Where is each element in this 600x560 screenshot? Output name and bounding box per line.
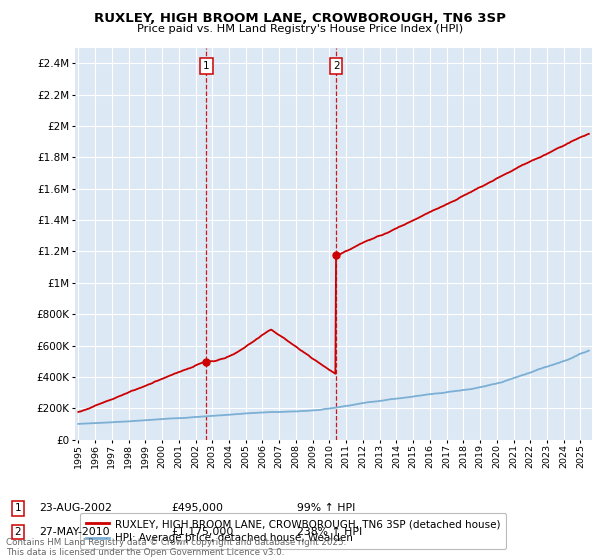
Text: 2: 2 bbox=[14, 527, 22, 537]
Text: RUXLEY, HIGH BROOM LANE, CROWBOROUGH, TN6 3SP: RUXLEY, HIGH BROOM LANE, CROWBOROUGH, TN… bbox=[94, 12, 506, 25]
Text: £495,000: £495,000 bbox=[171, 503, 223, 514]
Text: Price paid vs. HM Land Registry's House Price Index (HPI): Price paid vs. HM Land Registry's House … bbox=[137, 24, 463, 34]
Legend: RUXLEY, HIGH BROOM LANE, CROWBOROUGH, TN6 3SP (detached house), HPI: Average pri: RUXLEY, HIGH BROOM LANE, CROWBOROUGH, TN… bbox=[80, 514, 506, 549]
Text: 238% ↑ HPI: 238% ↑ HPI bbox=[297, 527, 362, 537]
Text: 1: 1 bbox=[14, 503, 22, 514]
Text: 99% ↑ HPI: 99% ↑ HPI bbox=[297, 503, 355, 514]
Text: 1: 1 bbox=[203, 62, 210, 72]
Text: 27-MAY-2010: 27-MAY-2010 bbox=[39, 527, 110, 537]
Text: £1,175,000: £1,175,000 bbox=[171, 527, 233, 537]
Text: 23-AUG-2002: 23-AUG-2002 bbox=[39, 503, 112, 514]
Text: Contains HM Land Registry data © Crown copyright and database right 2025.
This d: Contains HM Land Registry data © Crown c… bbox=[6, 538, 346, 557]
Text: 2: 2 bbox=[333, 62, 340, 72]
